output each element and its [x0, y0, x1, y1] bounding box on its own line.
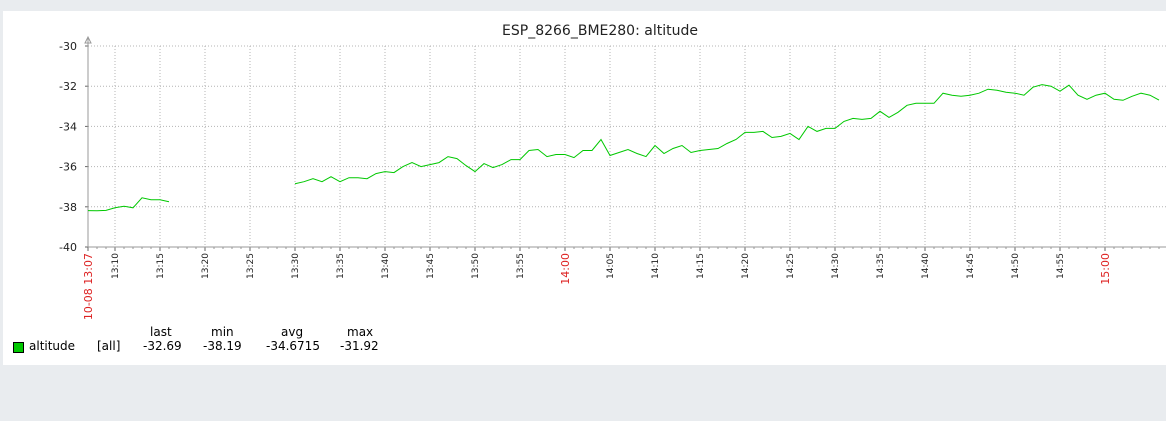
x-tick-label: 14:00: [559, 253, 572, 285]
x-tick-label: 13:40: [381, 253, 391, 279]
x-tick-label: 10-08 13:07: [82, 253, 95, 320]
y-tick-label: -40: [59, 241, 77, 254]
x-tick-label: 13:25: [246, 253, 256, 279]
series-line-altitude: [87, 197, 170, 212]
x-tick-label: 14:15: [696, 253, 706, 279]
x-tick-label: 14:30: [831, 253, 841, 279]
y-axis-arrow: [84, 35, 92, 44]
graph-panel: [3, 11, 1166, 365]
x-tick-label: 14:25: [786, 253, 796, 279]
y-tick-label: -34: [59, 120, 77, 133]
x-tick-label: 13:55: [516, 253, 526, 279]
x-tick-label: 15:00: [1099, 253, 1112, 285]
x-tick-label: 14:05: [606, 253, 616, 279]
x-tick-label: 13:35: [336, 253, 346, 279]
series-altitude: [87, 84, 1160, 212]
x-tick-label: 14:10: [651, 253, 661, 279]
x-tick-label: 14:35: [876, 253, 886, 279]
x-tick-label: 13:45: [426, 253, 436, 279]
y-tick-label: -30: [59, 40, 77, 53]
y-tick-label: -36: [59, 161, 77, 174]
x-tick-label: 14:55: [1056, 253, 1066, 279]
y-tick-label: -38: [59, 201, 77, 214]
x-tick-label: 13:10: [111, 253, 121, 279]
x-tick-label: 14:20: [741, 253, 751, 279]
chart-title: ESP_8266_BME280: altitude: [502, 23, 698, 39]
x-tick-label: 13:50: [471, 253, 481, 279]
x-tick-label: 14:45: [966, 253, 976, 279]
x-tick-label: 13:30: [291, 253, 301, 279]
series-line-altitude: [294, 84, 1160, 185]
x-tick-label: 13:15: [156, 253, 166, 279]
x-tick-label: 13:20: [201, 253, 211, 279]
x-tick-label: 14:50: [1011, 253, 1021, 279]
x-tick-label: 14:40: [921, 253, 931, 279]
axes: -30 -32 -34 -36 -38 -40 10-08 13:07 13:10 13:15 1…: [59, 35, 1166, 320]
y-tick-label: -32: [59, 80, 77, 93]
grid: [88, 45, 1166, 248]
